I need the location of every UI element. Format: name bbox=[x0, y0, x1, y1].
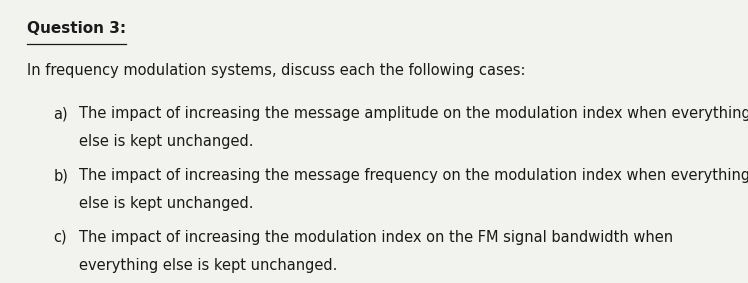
Text: The impact of increasing the message amplitude on the modulation index when ever: The impact of increasing the message amp… bbox=[79, 106, 748, 121]
Text: b): b) bbox=[53, 168, 68, 183]
Text: In frequency modulation systems, discuss each the following cases:: In frequency modulation systems, discuss… bbox=[27, 63, 526, 78]
Text: else is kept unchanged.: else is kept unchanged. bbox=[79, 134, 254, 149]
Text: a): a) bbox=[53, 106, 68, 121]
Text: everything else is kept unchanged.: everything else is kept unchanged. bbox=[79, 258, 337, 273]
Text: Question 3:: Question 3: bbox=[27, 21, 126, 36]
Text: else is kept unchanged.: else is kept unchanged. bbox=[79, 196, 254, 211]
Text: c): c) bbox=[53, 230, 67, 245]
Text: The impact of increasing the message frequency on the modulation index when ever: The impact of increasing the message fre… bbox=[79, 168, 748, 183]
Text: The impact of increasing the modulation index on the FM signal bandwidth when: The impact of increasing the modulation … bbox=[79, 230, 673, 245]
